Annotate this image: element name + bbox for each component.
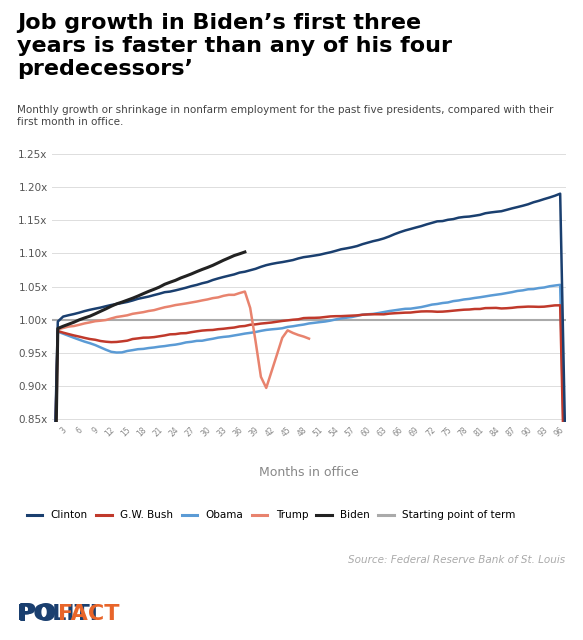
Text: Source: Federal Reserve Bank of St. Louis: Source: Federal Reserve Bank of St. Loui… [349,555,566,565]
Text: PO: PO [17,602,57,627]
Text: Monthly growth or shrinkage in nonfarm employment for the past five presidents, : Monthly growth or shrinkage in nonfarm e… [17,105,554,127]
Text: FACT: FACT [58,604,120,625]
Text: POLITI: POLITI [17,604,99,625]
X-axis label: Months in office: Months in office [259,466,359,479]
Text: Job growth in Biden’s first three
years is faster than any of his four
predecess: Job growth in Biden’s first three years … [17,13,452,79]
Legend: Clinton, G.W. Bush, Obama, Trump, Biden, Starting point of term: Clinton, G.W. Bush, Obama, Trump, Biden,… [23,506,520,524]
